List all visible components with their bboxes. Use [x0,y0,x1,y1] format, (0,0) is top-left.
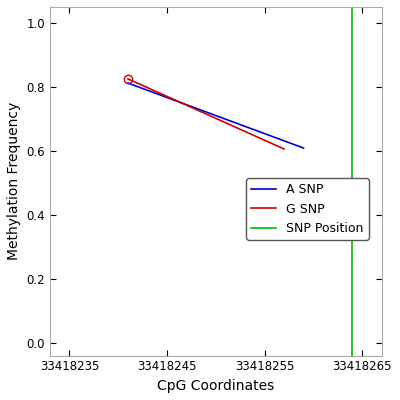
Legend: A SNP, G SNP, SNP Position: A SNP, G SNP, SNP Position [246,178,369,240]
A SNP [301,146,306,150]
A SNP [126,81,130,86]
Line: G SNP: G SNP [128,79,284,149]
X-axis label: CpG Coordinates: CpG Coordinates [157,379,274,393]
Line: A SNP: A SNP [128,83,304,148]
Y-axis label: Methylation Frequency: Methylation Frequency [7,102,21,260]
G SNP [126,76,130,81]
G SNP [282,146,286,151]
